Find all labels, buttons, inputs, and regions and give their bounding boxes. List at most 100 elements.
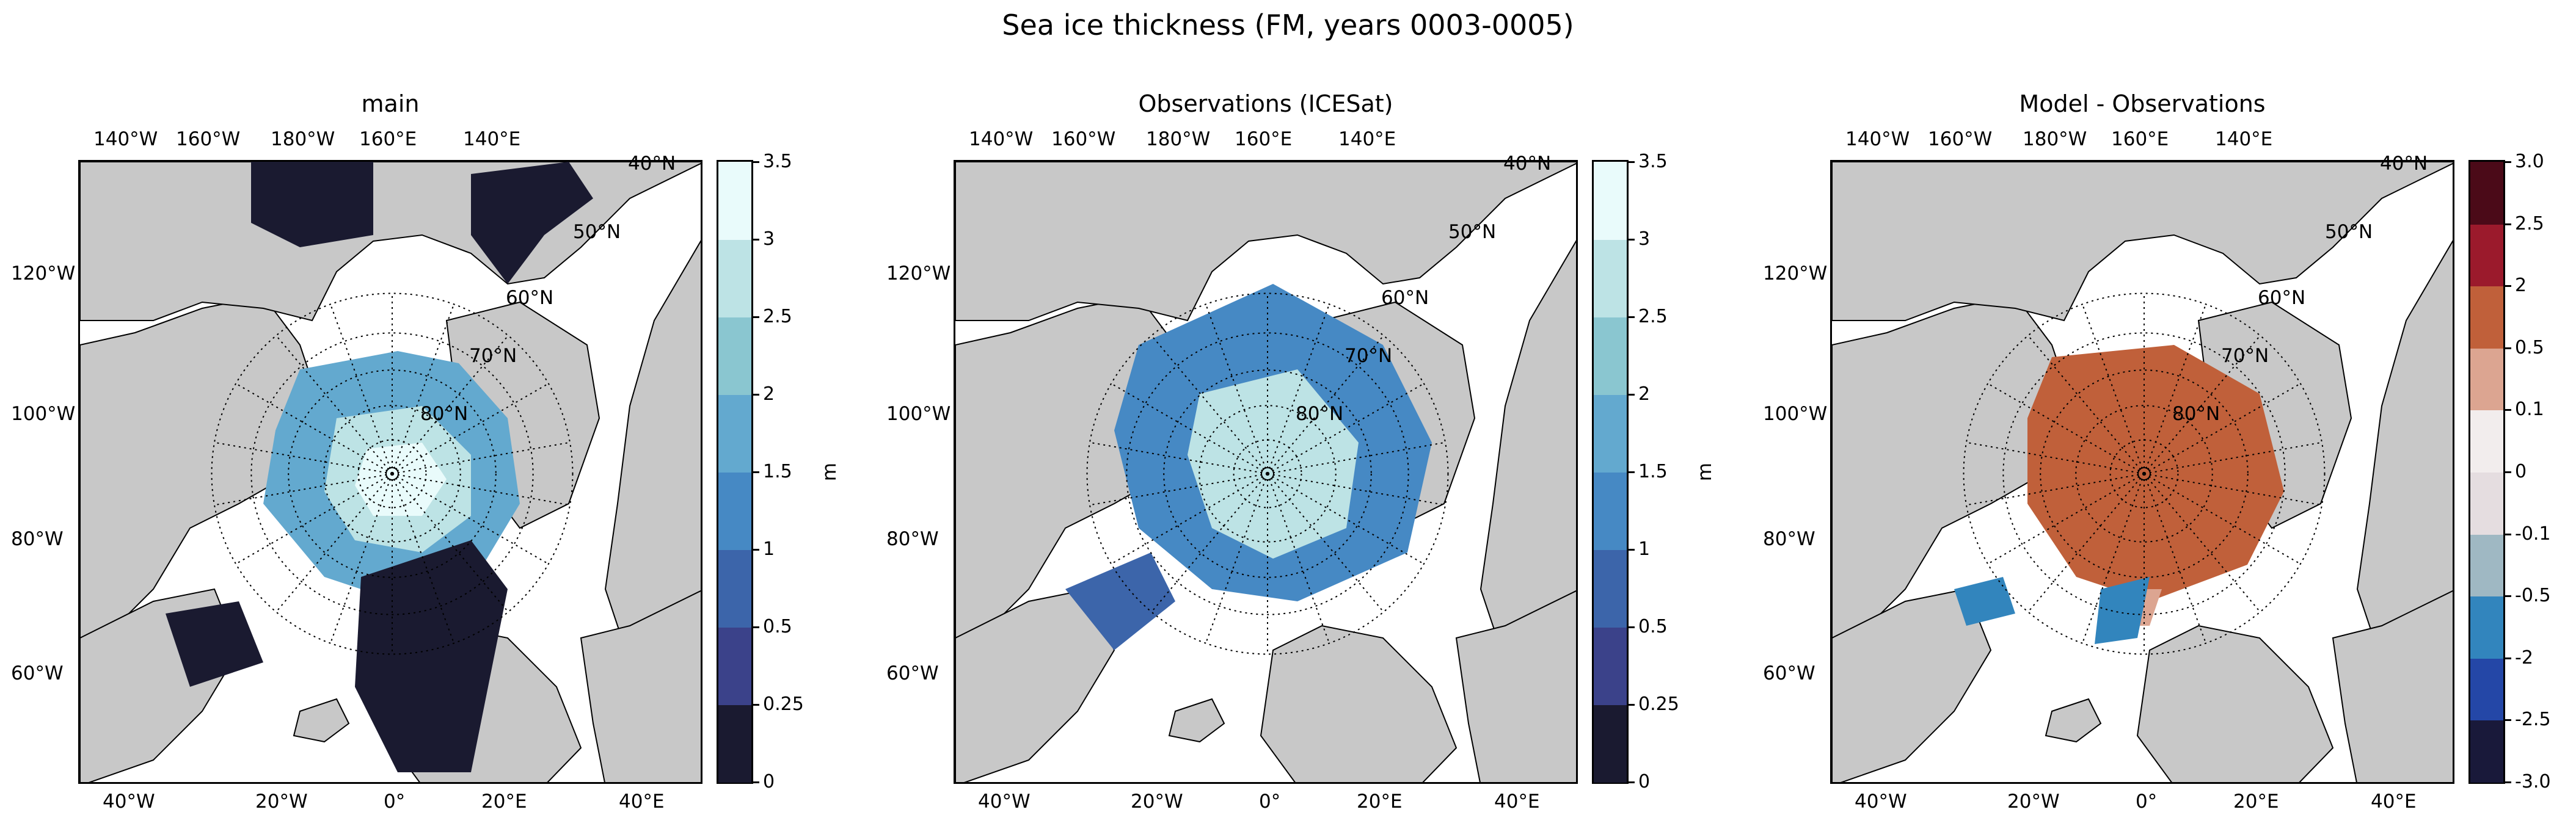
lon-label-top: 140°W xyxy=(93,128,158,150)
colorbar-tick-label: 0.5 xyxy=(763,616,792,637)
colorbar-band xyxy=(718,239,751,317)
colorbar-band xyxy=(2470,596,2503,659)
lon-label-bottom: 40°E xyxy=(2371,791,2417,813)
lon-label-top: 180°W xyxy=(271,128,335,150)
lon-label-left: 60°W xyxy=(11,662,64,684)
land-area xyxy=(1260,625,1458,782)
land-area xyxy=(1168,698,1225,743)
lon-label-top: 140°W xyxy=(969,128,1034,150)
colorbar-band xyxy=(1594,162,1627,240)
lon-label-bottom: 20°W xyxy=(255,791,308,813)
latitude-circle xyxy=(1086,292,1449,655)
colorbar xyxy=(717,160,753,784)
colorbar-tick-mark xyxy=(753,471,759,473)
colorbar-band xyxy=(718,394,751,473)
colorbar-tick-label: 3 xyxy=(763,228,775,250)
difference-field-neg xyxy=(2095,577,2150,644)
polar-map xyxy=(955,162,1576,782)
difference-field-neg xyxy=(1954,577,2015,626)
lat-label: 60°N xyxy=(2258,287,2306,309)
polar-map xyxy=(1832,162,2453,782)
colorbar xyxy=(1592,160,1629,784)
colorbar-tick-label: 0 xyxy=(1638,771,1651,792)
lon-label-bottom: 40°W xyxy=(103,791,155,813)
colorbar-tick-mark xyxy=(753,781,759,783)
map-frame xyxy=(78,160,702,784)
colorbar-tick-mark xyxy=(1629,239,1635,241)
colorbar-band xyxy=(718,549,751,628)
colorbar-tick-mark xyxy=(2505,285,2511,288)
colorbar-tick-label: 0.1 xyxy=(2515,399,2544,421)
colorbar-band xyxy=(718,472,751,550)
lat-label: 40°N xyxy=(628,153,676,175)
colorbar-band xyxy=(2470,223,2503,287)
lat-label: 70°N xyxy=(1345,345,1393,367)
colorbar-tick-mark xyxy=(753,239,759,241)
lat-label: 70°N xyxy=(2221,345,2269,367)
lon-label-bottom: 20°W xyxy=(2007,791,2060,813)
lon-label-top: 160°W xyxy=(176,128,241,150)
lon-label-top: 140°E xyxy=(2215,128,2273,150)
colorbar-tick-label: 1.5 xyxy=(1638,461,1668,482)
lon-label-left: 60°W xyxy=(886,662,939,684)
colorbar-tick-label: 3.5 xyxy=(763,151,792,172)
lon-label-left: 120°W xyxy=(11,263,76,284)
colorbar-tick-label: -2.5 xyxy=(2515,709,2551,731)
ice-thin-atlantic xyxy=(355,540,508,772)
latitude-circle xyxy=(357,439,427,509)
latitude-circle xyxy=(1126,332,1409,615)
colorbar-tick-label: 0.5 xyxy=(2515,336,2544,358)
land-area xyxy=(2136,625,2334,782)
colorbar-tick-mark xyxy=(1629,471,1635,473)
colorbar-band xyxy=(1594,705,1627,783)
lat-label: 80°N xyxy=(420,403,469,425)
lon-label-bottom: 40°E xyxy=(1494,791,1540,813)
colorbar-tick-label: -0.5 xyxy=(2515,585,2551,607)
latitude-circle xyxy=(2109,439,2179,509)
colorbar-band xyxy=(2470,410,2503,473)
land-area xyxy=(1832,162,2453,322)
colorbar-tick-mark xyxy=(2505,595,2511,598)
lon-label-left: 80°W xyxy=(11,528,64,550)
lon-label-left: 120°W xyxy=(1763,263,1828,284)
lon-label-top: 160°E xyxy=(1235,128,1293,150)
latitude-circle xyxy=(2002,332,2286,615)
colorbar-band xyxy=(1594,317,1627,395)
lon-label-bottom: 40°W xyxy=(1855,791,1907,813)
colorbar-tick-label: 1.5 xyxy=(763,461,792,482)
colorbar-band xyxy=(2470,658,2503,721)
colorbar-band xyxy=(2470,472,2503,535)
colorbar-tick-label: 2.5 xyxy=(2515,212,2544,234)
lat-label: 50°N xyxy=(1448,221,1497,243)
colorbar-band xyxy=(2470,286,2503,349)
lon-label-top: 140°W xyxy=(1845,128,1910,150)
latitude-circle xyxy=(1233,439,1302,509)
colorbar-tick-mark xyxy=(753,161,759,163)
colorbar-band xyxy=(2470,162,2503,225)
lon-label-top: 140°E xyxy=(463,128,521,150)
panel-title: Observations (ICESat) xyxy=(1138,90,1393,117)
lon-label-top: 160°E xyxy=(359,128,417,150)
ice-baffin xyxy=(1065,552,1175,650)
colorbar-band xyxy=(1594,472,1627,550)
latitude-circle xyxy=(211,292,574,655)
latitude-circle xyxy=(288,369,497,578)
pole-marker xyxy=(385,467,399,480)
map-frame xyxy=(954,160,1578,784)
lon-label-left: 60°W xyxy=(1763,662,1815,684)
colorbar xyxy=(2468,160,2505,784)
colorbar-band xyxy=(1594,239,1627,317)
colorbar-unit: m xyxy=(2571,463,2576,481)
difference-field xyxy=(2027,345,2284,601)
colorbar-tick-label: 1 xyxy=(1638,538,1651,560)
colorbar-tick-label: 1 xyxy=(763,538,775,560)
land-area xyxy=(2332,590,2453,782)
lon-label-left: 80°W xyxy=(886,528,939,550)
lat-label: 50°N xyxy=(2325,221,2373,243)
ice-thin-bering xyxy=(471,162,593,284)
lon-label-bottom: 40°W xyxy=(978,791,1031,813)
colorbar-tick-label: 3 xyxy=(1638,228,1651,250)
colorbar-tick-label: -3.0 xyxy=(2515,771,2551,792)
